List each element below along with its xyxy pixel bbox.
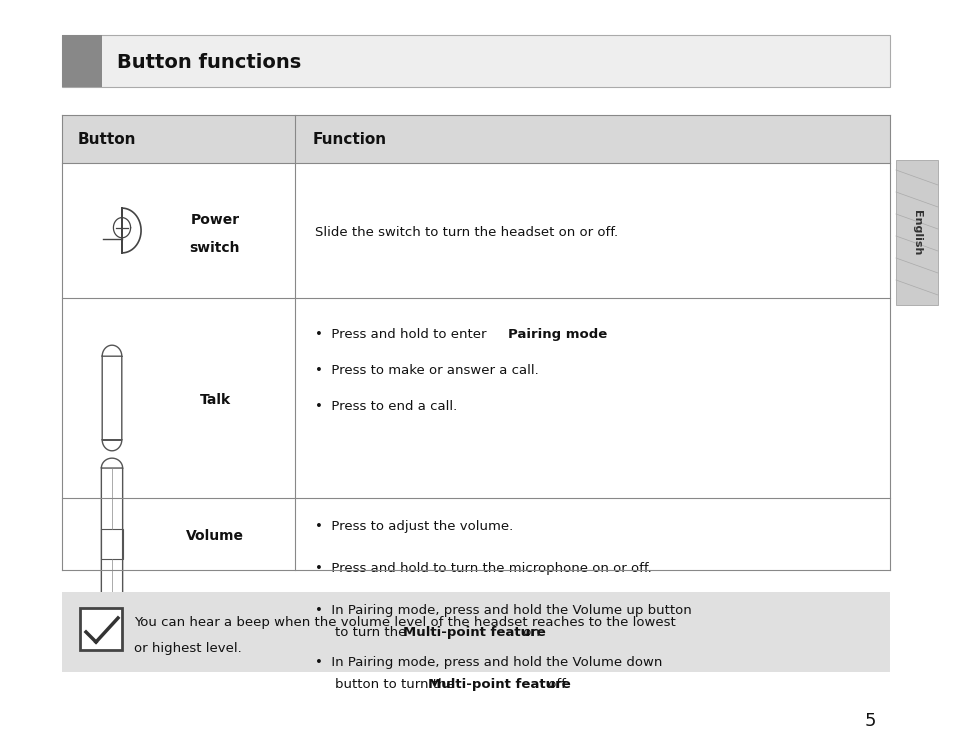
Text: •  In Pairing mode, press and hold the Volume down: • In Pairing mode, press and hold the Vo… [314, 656, 661, 669]
Text: Button functions: Button functions [117, 53, 301, 73]
Text: •  In Pairing mode, press and hold the Volume up button: • In Pairing mode, press and hold the Vo… [314, 604, 691, 617]
Text: Slide the switch to turn the headset on or off.: Slide the switch to turn the headset on … [314, 226, 618, 239]
Text: English: English [911, 210, 921, 255]
Text: You can hear a beep when the volume level of the headset reaches to the lowest: You can hear a beep when the volume leve… [133, 616, 675, 629]
Text: •  Press and hold to turn the microphone on or off.: • Press and hold to turn the microphone … [314, 562, 651, 575]
Bar [101, 529, 123, 559]
Text: Function: Function [313, 133, 387, 148]
Text: or highest level.: or highest level. [133, 642, 241, 655]
Text: •  Press to make or answer a call.: • Press to make or answer a call. [314, 364, 538, 377]
Text: button to turn the: button to turn the [335, 678, 458, 691]
Text: 5: 5 [863, 712, 875, 730]
Text: •  Press and hold to enter: • Press and hold to enter [314, 328, 490, 341]
Text: off.: off. [543, 678, 568, 691]
Text: switch: switch [190, 241, 240, 255]
Text: Button: Button [78, 133, 136, 148]
Text: on.: on. [518, 626, 543, 639]
Text: •  Press to end a call.: • Press to end a call. [314, 400, 456, 413]
Text: Multi-point feature: Multi-point feature [428, 678, 570, 691]
Text: to turn the: to turn the [335, 626, 410, 639]
Text: .: . [590, 328, 595, 341]
Text: Volume: Volume [186, 529, 244, 543]
Text: Multi-point feature: Multi-point feature [402, 626, 545, 639]
Text: •  Press to adjust the volume.: • Press to adjust the volume. [314, 520, 513, 533]
Text: Power: Power [191, 214, 239, 228]
Text: Pairing mode: Pairing mode [507, 328, 607, 341]
Text: Talk: Talk [199, 393, 231, 407]
